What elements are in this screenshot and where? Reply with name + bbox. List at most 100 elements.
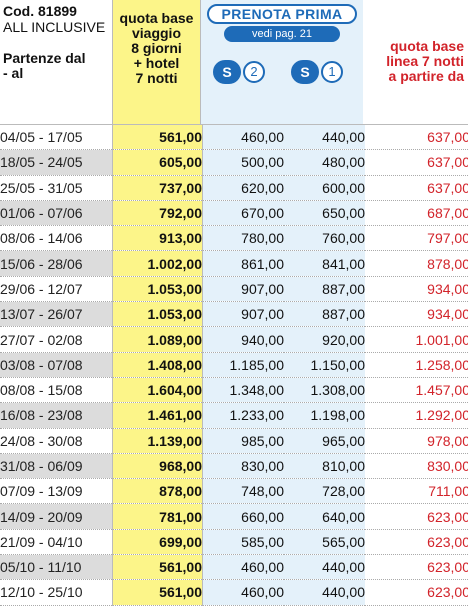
line-price-cell: 637,00 (365, 149, 468, 176)
departure-dates-cell: 15/06 - 28/06 (0, 250, 113, 277)
line-price-cell: 711,00 (365, 478, 468, 505)
early-booking-price-1-cell: 810,00 (284, 453, 365, 480)
line-price-cell: 1.457,00 (365, 377, 468, 404)
early-booking-price-2-cell: 500,00 (202, 149, 284, 176)
early-booking-price-1-cell: 728,00 (284, 478, 365, 505)
early-booking-price-2-cell: 660,00 (202, 503, 284, 530)
early-booking-price-2-cell: 748,00 (202, 478, 284, 505)
early-booking-price-1-cell: 1.308,00 (284, 377, 365, 404)
line-price-cell: 623,00 (365, 529, 468, 556)
line-price-cell: 934,00 (365, 276, 468, 303)
early-booking-price-1-cell: 887,00 (284, 301, 365, 328)
departure-dates-cell: 05/10 - 11/10 (0, 554, 113, 581)
s-logo-icon: S (291, 60, 319, 84)
s-logo-icon: S (213, 60, 241, 84)
line-price-cell: 1.292,00 (365, 402, 468, 429)
table-row: 18/05 - 24/05 605,00 500,00 480,00 637,00 (0, 149, 468, 176)
early-booking-price-1-cell: 920,00 (284, 326, 365, 353)
departure-dates-cell: 07/09 - 13/09 (0, 478, 113, 505)
base-price-cell: 968,00 (112, 453, 203, 480)
early-booking-price-2-cell: 460,00 (202, 554, 284, 581)
base-quote-header: quota base viaggio 8 giorni + hotel 7 no… (112, 0, 201, 124)
departure-dates-cell: 16/08 - 23/08 (0, 402, 113, 429)
early-booking-price-1-cell: 640,00 (284, 503, 365, 530)
header-dates-cell: Cod. 81899 ALL INCLUSIVE Partenze dal - … (0, 0, 112, 124)
departure-dates-cell: 31/08 - 06/09 (0, 453, 113, 480)
base-price-cell: 1.089,00 (112, 326, 203, 353)
product-code: Cod. 81899 (3, 3, 77, 19)
table-row: 07/09 - 13/09 878,00 748,00 728,00 711,00 (0, 478, 468, 505)
departure-dates-cell: 18/05 - 24/05 (0, 149, 113, 176)
departures-label: Partenze dal - al (3, 50, 86, 81)
departure-dates-cell: 13/07 - 26/07 (0, 301, 113, 328)
line-price-cell: 878,00 (365, 250, 468, 277)
number-circle-icon: 2 (243, 61, 265, 83)
early-booking-price-2-cell: 585,00 (202, 529, 284, 556)
line-price-cell: 978,00 (365, 428, 468, 454)
early-booking-price-2-cell: 861,00 (202, 250, 284, 277)
early-booking-price-2-cell: 780,00 (202, 225, 284, 252)
base-price-cell: 699,00 (112, 529, 203, 556)
base-price-cell: 913,00 (112, 225, 203, 252)
base-price-cell: 1.053,00 (112, 301, 203, 328)
early-booking-price-1-cell: 1.198,00 (284, 402, 365, 429)
line-price-cell: 623,00 (365, 503, 468, 530)
base-price-cell: 737,00 (112, 175, 203, 201)
table-row: 12/10 - 25/10 561,00 460,00 440,00 623,00 (0, 579, 468, 606)
departure-dates-cell: 14/09 - 20/09 (0, 503, 113, 530)
early-booking-price-2-cell: 1.185,00 (202, 352, 284, 378)
table-row: 08/06 - 14/06 913,00 780,00 760,00 797,00 (0, 225, 468, 252)
line-price-cell: 623,00 (365, 579, 468, 606)
table-row: 04/05 - 17/05 561,00 460,00 440,00 637,00 (0, 123, 468, 151)
early-booking-price-2-cell: 1.233,00 (202, 402, 284, 429)
table-row: 05/10 - 11/10 561,00 460,00 440,00 623,00 (0, 554, 468, 581)
early-booking-price-2-cell: 620,00 (202, 175, 284, 201)
early-booking-price-1-cell: 600,00 (284, 175, 365, 201)
departure-dates-cell: 27/07 - 02/08 (0, 326, 113, 353)
base-price-cell: 561,00 (112, 554, 203, 581)
departure-dates-cell: 29/06 - 12/07 (0, 276, 113, 303)
table-header: Cod. 81899 ALL INCLUSIVE Partenze dal - … (0, 0, 468, 124)
base-price-cell: 605,00 (112, 149, 203, 176)
base-price-cell: 1.139,00 (112, 428, 203, 454)
departure-dates-cell: 01/06 - 07/06 (0, 200, 113, 227)
line-price-cell: 687,00 (365, 200, 468, 227)
table-row: 27/07 - 02/08 1.089,00 940,00 920,00 1.001,0… (0, 326, 468, 353)
early-booking-price-1-cell: 565,00 (284, 529, 365, 556)
line-price-cell: 934,00 (365, 301, 468, 328)
early-booking-price-1-cell: 965,00 (284, 428, 365, 454)
departure-dates-cell: 12/10 - 25/10 (0, 579, 113, 606)
line-price-cell: 1.001,00 (365, 326, 468, 353)
price-table: 04/05 - 17/05 561,00 460,00 440,00 637,00 18/… (0, 123, 468, 606)
departure-dates-cell: 24/08 - 30/08 (0, 428, 113, 454)
base-price-cell: 1.053,00 (112, 276, 203, 303)
early-booking-price-2-cell: 460,00 (202, 123, 284, 151)
table-row: 16/08 - 23/08 1.461,00 1.233,00 1.198,00 1.2… (0, 402, 468, 429)
early-booking-price-2-cell: 1.348,00 (202, 377, 284, 404)
early-booking-price-1-cell: 440,00 (284, 554, 365, 581)
early-booking-price-2-cell: 460,00 (202, 579, 284, 606)
table-row: 15/06 - 28/06 1.002,00 861,00 841,00 878,00 (0, 250, 468, 277)
base-price-cell: 792,00 (112, 200, 203, 227)
base-price-cell: 1.002,00 (112, 250, 203, 277)
prenota-prima-title: PRENOTA PRIMA (207, 4, 357, 24)
early-booking-price-2-cell: 985,00 (202, 428, 284, 454)
early-booking-price-2-cell: 670,00 (202, 200, 284, 227)
line-price-cell: 830,00 (365, 453, 468, 480)
line-quote-header: quota base linea 7 notti a partire da (386, 38, 464, 84)
table-row: 01/06 - 07/06 792,00 670,00 650,00 687,00 (0, 200, 468, 227)
table-row: 29/06 - 12/07 1.053,00 907,00 887,00 934,00 (0, 276, 468, 303)
table-row: 08/08 - 15/08 1.604,00 1.348,00 1.308,00 1.4… (0, 377, 468, 404)
prenota-prima-page-ref: vedi pag. 21 (224, 26, 340, 42)
price-table-body: 04/05 - 17/05 561,00 460,00 440,00 637,00 18/… (0, 123, 468, 606)
base-price-cell: 878,00 (112, 478, 203, 505)
table-row: 31/08 - 06/09 968,00 830,00 810,00 830,00 (0, 453, 468, 480)
early-booking-price-1-cell: 440,00 (284, 123, 365, 151)
early-booking-price-2-cell: 907,00 (202, 301, 284, 328)
departure-dates-cell: 08/08 - 15/08 (0, 377, 113, 404)
base-price-cell: 1.604,00 (112, 377, 203, 404)
early-booking-price-1-cell: 440,00 (284, 579, 365, 606)
